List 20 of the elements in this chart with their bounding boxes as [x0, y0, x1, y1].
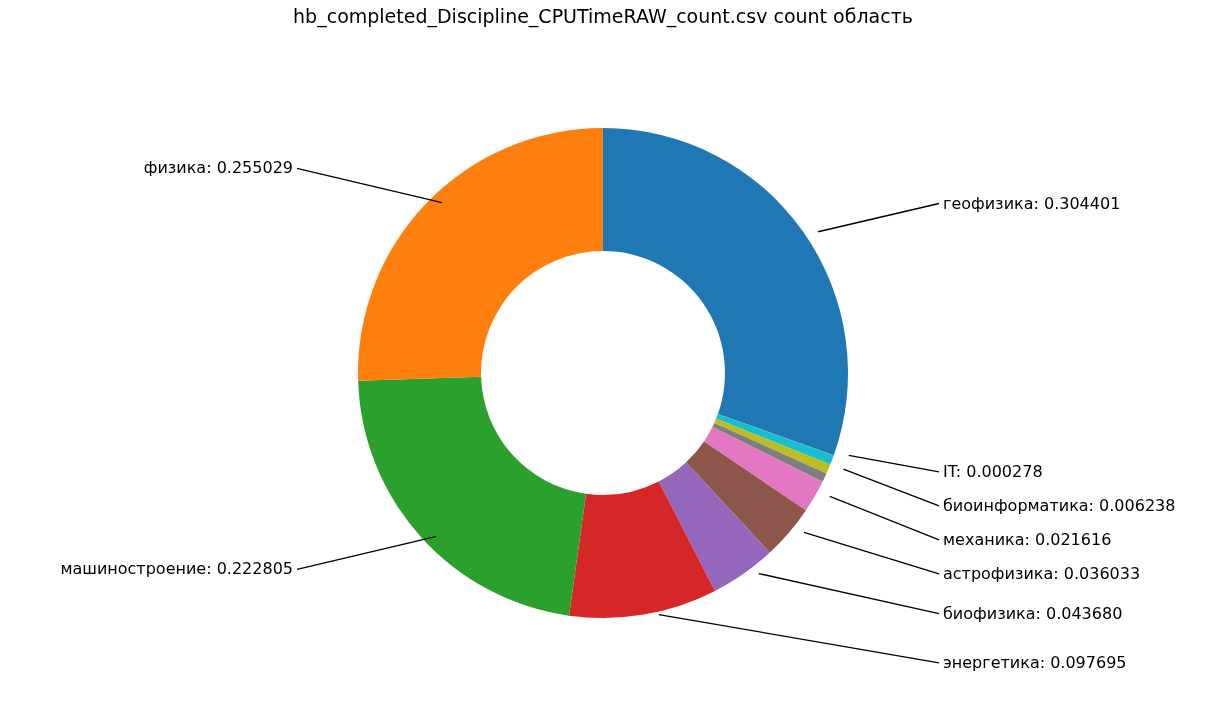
donut-slice — [358, 376, 587, 616]
donut-slice — [716, 414, 834, 465]
slice-label: механика: 0.021616 — [943, 529, 1112, 549]
slice-label: биофизика: 0.043680 — [943, 603, 1123, 623]
chart-title: hb_completed_Discipline_CPUTimeRAW_count.csv count область — [293, 5, 913, 28]
donut-slice — [712, 423, 827, 482]
slice-label: физика: 0.255029 — [143, 158, 293, 178]
donut-slice — [714, 418, 831, 474]
donut-slice — [658, 462, 770, 591]
donut-slice — [704, 427, 823, 511]
slice-label: геофизика: 0.304401 — [943, 193, 1121, 213]
slice-label: биоинформатика: 0.006238 — [943, 495, 1176, 515]
slice-label: машиностроение: 0.222805 — [60, 559, 293, 579]
slice-label: IT: 0.000278 — [943, 461, 1043, 481]
donut-slice — [603, 128, 848, 456]
donut-slice — [569, 481, 715, 618]
slice-label: энергетика: 0.097695 — [943, 652, 1127, 672]
slice-label: астрофизика: 0.036033 — [943, 563, 1141, 583]
donut-slice — [358, 128, 603, 381]
donut-slice — [686, 441, 806, 553]
